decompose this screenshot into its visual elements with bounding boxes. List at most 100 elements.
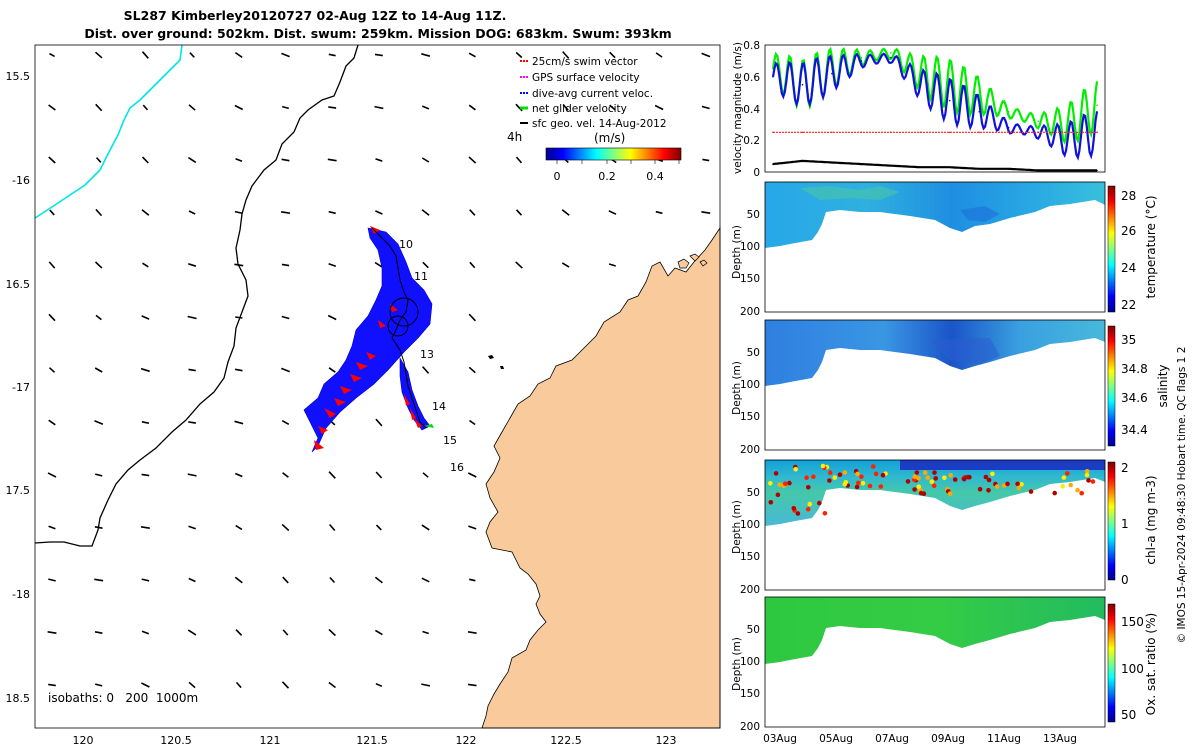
velocity-arrow: [94, 261, 103, 269]
chla-sample-dot: [1090, 479, 1096, 484]
chla-sample-dot: [1005, 481, 1010, 487]
temperature-section: [765, 182, 1105, 248]
temperature-label: temperature (°C): [1144, 196, 1158, 299]
velocity-arrow: [280, 211, 291, 214]
velocity-arrow: [48, 104, 56, 111]
island: [699, 259, 708, 267]
cbar-tick: 24: [1121, 261, 1136, 275]
series-point: [831, 131, 833, 134]
chla-colorbar: [1107, 461, 1116, 581]
map-panel: 10 11 13 14 15 16 25cm/s swim vector GPS…: [6, 44, 721, 747]
chla-sample-dot: [961, 476, 967, 482]
velocity-arrow: [608, 263, 616, 267]
chla-panel: 2 1 0 chl-a (mg m-3): [764, 459, 1158, 591]
legend-label: 25cm/s swim vector: [532, 56, 638, 68]
velocity-arrow: [702, 158, 710, 162]
series-point: [948, 166, 951, 168]
map-xticks: 120 120.5 121 121.5 122 122.5 123: [73, 734, 677, 747]
chla-sample-dot: [1075, 487, 1080, 493]
velocity-arrow: [140, 367, 150, 373]
chla-frame: [764, 459, 1106, 591]
warm-patch: [800, 186, 900, 200]
chla-sample-dot: [859, 474, 864, 480]
cbar-tick: 28: [1121, 189, 1136, 203]
island: [689, 253, 700, 262]
chla-sample-dot: [880, 472, 886, 478]
chla-sample-dot: [860, 480, 866, 486]
velocity-arrow: [609, 51, 616, 59]
chla-sample-dot: [768, 481, 773, 486]
chla-sample-dot: [905, 479, 911, 484]
series-point: [831, 72, 833, 75]
depth-label: Depth (m): [731, 225, 743, 279]
velocity-arrow: [95, 314, 102, 321]
series-point: [1007, 168, 1010, 170]
velocity-series: [771, 46, 1099, 172]
velocity-arrow: [468, 156, 477, 164]
velocity-arrow: [421, 105, 430, 110]
net-velocity-marker: [424, 424, 434, 428]
colorbar-label: (m/s): [594, 131, 625, 145]
velocity-arrow: [48, 313, 56, 322]
velocity-arrow: [422, 472, 429, 478]
track-loop: [387, 315, 409, 337]
chla-sample-dot: [1052, 490, 1057, 496]
series-line-sfc-geo-vel-14-aug-2012: [772, 159, 1097, 172]
velocity-arrow: [141, 421, 150, 424]
velocity-arrow: [469, 419, 476, 426]
series-point: [1096, 104, 1098, 107]
depth-tick: 50: [747, 347, 760, 359]
series-point: [1007, 110, 1010, 113]
series-point: [801, 83, 804, 86]
velocity-arrow: [281, 158, 290, 162]
oxygen-frame: [764, 596, 1106, 728]
velocity-arrow: [467, 472, 477, 478]
depth-tick: 50: [747, 487, 760, 499]
velocity-arrow: [48, 156, 56, 164]
chla-sample-dot: [1015, 481, 1020, 487]
chla-sample-dot: [843, 480, 849, 485]
series-point: [978, 168, 980, 170]
chla-sample-dot: [842, 470, 848, 475]
velocity-arrow: [94, 51, 103, 59]
velocity-arrow: [421, 524, 430, 531]
velocity-arrow: [328, 367, 336, 373]
velocity-arrow: [375, 418, 383, 427]
time-tick: 07Aug: [875, 733, 909, 745]
velocity-arrow: [234, 51, 243, 59]
velocity-arrow: [468, 52, 476, 58]
y-tick: 0.2: [743, 135, 760, 147]
chla-sample-dot: [916, 484, 922, 490]
velocity-arrow: [141, 578, 150, 582]
time-tick: 11Aug: [987, 733, 1021, 745]
velocity-arrow: [561, 262, 570, 268]
x-tick: 121: [260, 734, 281, 747]
velocity-arrow: [187, 473, 197, 477]
chla-sample-dot: [942, 475, 947, 481]
velocity-arrow: [187, 315, 197, 320]
oxygen-colorbar: [1107, 603, 1116, 723]
velocity-arrow: [235, 158, 243, 162]
velocity-arrow: [328, 681, 336, 689]
velocity-arrow: [141, 630, 150, 635]
series-point: [919, 83, 922, 86]
glider-swath: [303, 227, 433, 453]
chla-sample-dot: [921, 491, 927, 497]
velocity-arrow: [421, 157, 430, 163]
chla-sample-dot: [804, 475, 809, 481]
y-tick: 15.5: [6, 70, 31, 83]
map-frame: [34, 44, 721, 729]
series-point: [919, 166, 922, 168]
velocity-arrow: [375, 524, 382, 531]
velocity-arrow: [188, 577, 196, 583]
velocity-arrow: [561, 209, 570, 216]
velocity-arrow: [422, 261, 429, 269]
day-label: 15: [443, 434, 457, 447]
chla-sample-dot: [929, 479, 935, 485]
velocity-arrow: [374, 576, 383, 584]
velocity-arrow: [375, 210, 383, 215]
legend-label: dive-avg current veloc.: [532, 88, 653, 100]
fresh-patch: [930, 338, 1000, 364]
velocity-arrow: [328, 523, 336, 532]
series-line-dive-avg-current-veloc-: [771, 52, 1099, 161]
